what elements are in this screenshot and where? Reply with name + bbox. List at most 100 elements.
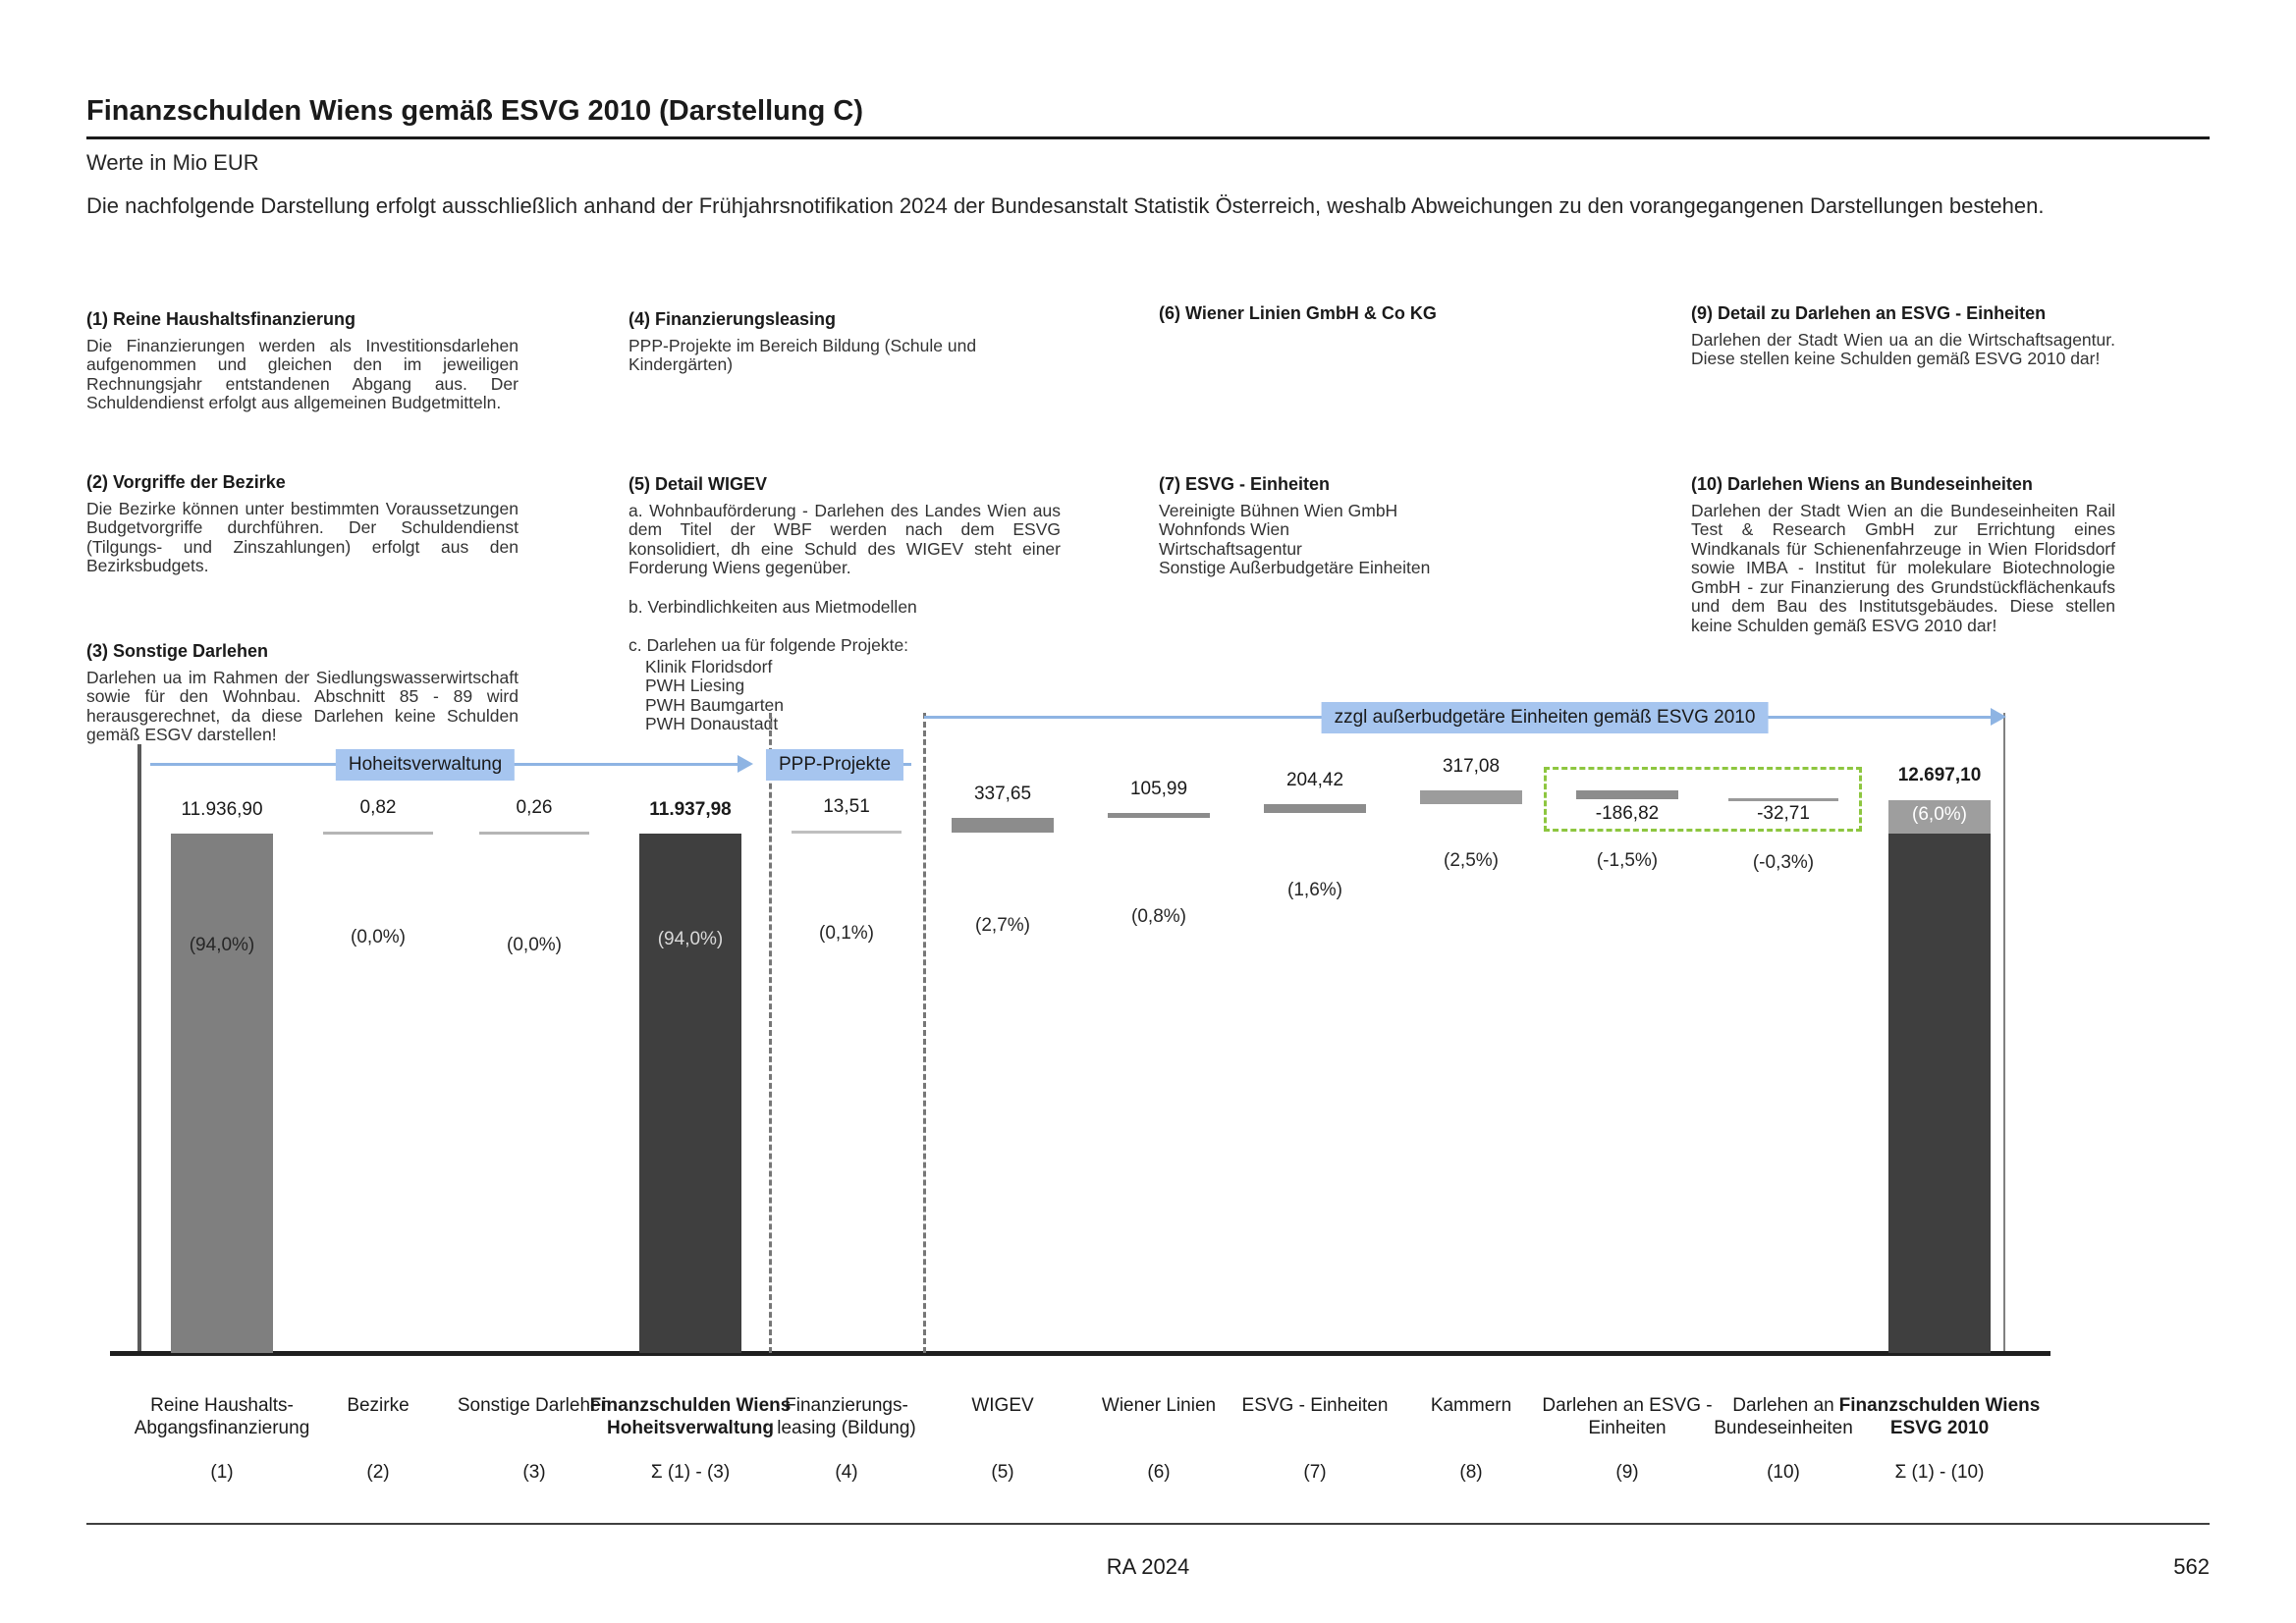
bar-segment-hoheitsverwaltung	[1888, 834, 1991, 1353]
bar-value-label: 13,51	[823, 796, 870, 817]
note-1: (1) Reine Haushaltsfinanzierung Die Fina…	[86, 309, 519, 413]
bar	[1576, 790, 1678, 799]
category-index: (5)	[991, 1462, 1014, 1483]
list-item: Vereinigte Bühnen Wien GmbH	[1159, 500, 1398, 520]
category-index: (2)	[366, 1462, 390, 1483]
bar-value-label: 11.936,90	[181, 799, 263, 820]
arrow-right-icon	[1991, 708, 2006, 726]
bar-percent-label: (0,0%)	[351, 927, 406, 947]
section-divider-dashed-1	[769, 713, 772, 1353]
bar-percent-label: (0,0%)	[507, 935, 562, 955]
note-6: (6) Wiener Linien GmbH & Co KG	[1159, 303, 1591, 331]
note-1-body: Die Finanzierungen werden als Investitio…	[86, 335, 519, 412]
list-item: PWH Donaustadt	[645, 714, 779, 733]
chart-y-axis-right	[2003, 713, 2005, 1353]
category-label: Wiener Linien	[1101, 1395, 1217, 1416]
bar-value-label: 317,08	[1442, 756, 1501, 777]
note-4-title: (4) Finanzierungsleasing	[629, 309, 837, 329]
chart-column-reine-haushaltsfinanzierung: 11.936,90 (94,0%) Reine Haushalts-Abgang…	[114, 0, 330, 1623]
note-4: (4) Finanzierungsleasing PPP-Projekte im…	[629, 309, 1061, 375]
list-item: Klinik Floridsdorf	[645, 656, 773, 676]
chart-column-wiener-linien: 105,99 (0,8%) Wiener Linien (6)	[1051, 0, 1267, 1623]
bar-percent-label: (0,8%)	[1131, 906, 1186, 927]
note-5-project-list: Klinik Floridsdorf PWH Liesing PWH Baumg…	[629, 656, 1061, 734]
chart-column-finanzschulden-esvg-2010: 12.697,10 (6,0%) Finanzschulden Wiens ES…	[1831, 0, 2048, 1623]
category-index: (6)	[1147, 1462, 1171, 1483]
bar-percent-label: (1,6%)	[1287, 880, 1342, 900]
page-number: 562	[2173, 1554, 2210, 1579]
note-10-body: Darlehen der Stadt Wien an die Bundesein…	[1691, 500, 2115, 635]
category-label: Darlehen an ESVG - Einheiten	[1542, 1395, 1713, 1438]
bar	[479, 832, 589, 835]
bar-value-label: 12.697,10	[1897, 765, 1982, 785]
list-item: PWH Baumgarten	[645, 694, 785, 715]
bar-value-label: 11.937,98	[649, 799, 732, 820]
note-9: (9) Detail zu Darlehen an ESVG - Einheit…	[1691, 303, 2115, 369]
note-7-title: (7) ESVG - Einheiten	[1159, 474, 1331, 494]
bar-value-label: 204,42	[1285, 770, 1344, 790]
category-label: Finanzschulden Wiens ESVG 2010	[1838, 1395, 2041, 1438]
bar	[171, 834, 273, 1353]
note-7: (7) ESVG - Einheiten Vereinigte Bühnen W…	[1159, 474, 1591, 578]
category-index: (9)	[1615, 1462, 1639, 1483]
chart-column-bezirke: 0,82 (0,0%) Bezirke (2)	[270, 0, 486, 1623]
chart-column-finanzschulden-hoheitsverwaltung: 11.937,98 (94,0%) Finanzschulden Wiens H…	[582, 0, 798, 1623]
footer-divider	[86, 1523, 2210, 1525]
chart-column-finanzierungsleasing: 13,51 (0,1%) Finanzierungs-leasing (Bild…	[738, 0, 955, 1623]
category-label: Finanzschulden Wiens Hoheitsverwaltung	[589, 1395, 792, 1438]
list-item: Wirtschaftsagentur	[1159, 538, 1302, 559]
group-label-ppp-projekte: PPP-Projekte	[765, 749, 904, 781]
bar	[1108, 813, 1210, 818]
note-5-title: (5) Detail WIGEV	[629, 474, 768, 494]
chart-y-axis-left	[137, 744, 141, 1353]
category-index: (10)	[1767, 1462, 1800, 1483]
chart-column-esvg-einheiten: 204,42 (1,6%) ESVG - Einheiten (7)	[1207, 0, 1423, 1623]
category-label: Finanzierungs-leasing (Bildung)	[777, 1395, 916, 1438]
note-9-body: Darlehen der Stadt Wien ua an die Wirtsc…	[1691, 329, 2115, 368]
bar-percent-label: (2,7%)	[975, 915, 1030, 936]
category-label: WIGEV	[971, 1395, 1034, 1416]
note-3-body: Darlehen ua im Rahmen der Siedlungswasse…	[86, 667, 519, 744]
bar	[323, 832, 433, 835]
chart-column-kammern: 317,08 (2,5%) Kammern (8)	[1363, 0, 1579, 1623]
note-10: (10) Darlehen Wiens an Bundeseinheiten D…	[1691, 474, 2115, 635]
list-item: Sonstige Außerbudgetäre Einheiten	[1159, 558, 1431, 577]
category-index: (8)	[1459, 1462, 1483, 1483]
note-1-title: (1) Reine Haushaltsfinanzierung	[86, 309, 356, 329]
bar-percent-label: (94,0%)	[189, 935, 255, 955]
bar-percent-label: (0,1%)	[819, 923, 874, 944]
title-divider	[86, 136, 2210, 139]
chart-x-axis	[110, 1351, 2050, 1356]
bar-percent-label: (2,5%)	[1444, 850, 1499, 871]
list-item: PWH Liesing	[645, 676, 745, 695]
list-item: Wohnfonds Wien	[1159, 519, 1289, 539]
category-label: Sonstige Darlehen	[457, 1395, 612, 1416]
category-label: Kammern	[1430, 1395, 1512, 1416]
category-label: Reine Haushalts-Abgangsfinanzierung	[134, 1395, 310, 1438]
intro-paragraph: Die nachfolgende Darstellung erfolgt aus…	[86, 193, 2045, 218]
bar-value-label: 337,65	[973, 784, 1032, 804]
note-9-title: (9) Detail zu Darlehen an ESVG - Einheit…	[1691, 303, 2047, 323]
note-3-title: (3) Sonstige Darlehen	[86, 641, 269, 661]
category-index: Σ (1) - (10)	[1894, 1462, 1985, 1483]
bar-value-label: 105,99	[1129, 779, 1188, 799]
category-index: (3)	[522, 1462, 546, 1483]
note-5-body-c: c. Darlehen ua für folgende Projekte:	[629, 635, 909, 655]
group-label-zzgl-esvg: zzgl außerbudgetäre Einheiten gemäß ESVG…	[1321, 702, 1769, 733]
note-2-body: Die Bezirke können unter bestimmten Vora…	[86, 498, 519, 575]
group-label-hoheitsverwaltung: Hoheitsverwaltung	[335, 749, 516, 781]
bar	[792, 831, 902, 834]
note-2: (2) Vorgriffe der Bezirke Die Bezirke kö…	[86, 472, 519, 576]
bar	[952, 818, 1054, 833]
note-4-body: PPP-Projekte im Bereich Bildung (Schule …	[629, 335, 977, 374]
section-divider-dashed-2	[923, 713, 926, 1353]
category-label: ESVG - Einheiten	[1241, 1395, 1389, 1416]
bar-percent-label: (-0,3%)	[1752, 852, 1815, 873]
bar	[1728, 798, 1838, 801]
note-5-body-a: a. Wohnbauförderung - Darlehen des Lande…	[629, 500, 1061, 577]
note-3: (3) Sonstige Darlehen Darlehen ua im Rah…	[86, 641, 519, 745]
chart-column-wigev: 337,65 (2,7%) WIGEV (5)	[895, 0, 1111, 1623]
page-title: Finanzschulden Wiens gemäß ESVG 2010 (Da…	[86, 95, 863, 127]
bar-percent-label: (6,0%)	[1912, 804, 1967, 825]
